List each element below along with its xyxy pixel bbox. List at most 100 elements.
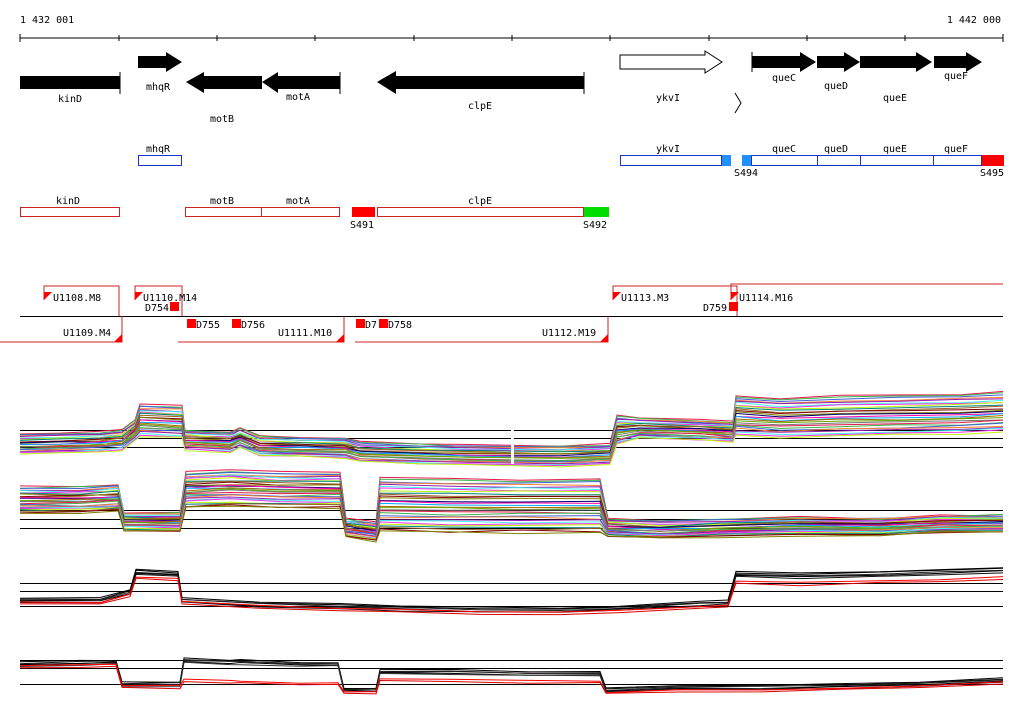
site-label-S492: S492 (583, 220, 607, 231)
downshift-marker-D757[interactable] (356, 319, 365, 328)
operon-track: mhqR ykvI S494 S495 queC queD queE queF (138, 144, 1004, 179)
gene-queD[interactable]: queD (817, 52, 860, 92)
downshift-label-D758: D758 (388, 320, 412, 331)
downshift-marker-D759[interactable] (729, 302, 738, 311)
gene-label-motA: motA (286, 92, 310, 103)
profile-panel-1-lines (19, 390, 1004, 468)
tu-label-clpE: clpE (468, 196, 492, 207)
gene-queE[interactable]: queE (860, 52, 932, 104)
gene-label-kinD: kinD (58, 94, 82, 105)
segment-U1113[interactable]: U1113.M3 (621, 293, 669, 304)
profile-panel-4 (19, 657, 1004, 695)
profile-panel-2-lines (19, 469, 1004, 543)
profile-panel-1 (19, 390, 1004, 468)
profile-line (19, 422, 1004, 462)
gene-label-queE: queE (883, 93, 907, 104)
gene-label-mhqR: mhqR (146, 82, 171, 93)
tu-label-motA: motA (286, 196, 310, 207)
operon-ykvI[interactable] (620, 155, 722, 166)
profile-line (19, 659, 1004, 691)
tu-motB[interactable] (185, 207, 262, 217)
downshift-label-D756: D756 (241, 320, 265, 331)
profile-line (19, 404, 1004, 453)
profile-line (19, 431, 1004, 468)
gene-motA[interactable]: motA (262, 72, 341, 103)
tu-label-motB: motB (210, 196, 234, 207)
expression-profiles (19, 390, 1004, 695)
site-marker-S495[interactable] (982, 155, 1004, 166)
gene-label-motB: motB (210, 114, 234, 125)
downshift-marker-D755[interactable] (187, 319, 196, 328)
profile-line (19, 415, 1004, 459)
gene-queC[interactable]: queC (751, 52, 816, 84)
operon-label-ykvI: ykvI (656, 144, 680, 155)
profile-line (20, 567, 1004, 610)
profile-panel-3 (19, 567, 1004, 616)
segment-U1110[interactable]: U1110.M14 (143, 293, 197, 304)
coordinate-ruler: 1 432 001 1 442 000 (19, 15, 1004, 42)
gene-label-queF: queF (944, 71, 968, 82)
profile-line (19, 659, 1004, 690)
gene-mhqR[interactable]: mhqR (138, 52, 182, 93)
profile-line (19, 405, 1004, 455)
gene-label-ykvI: ykvI (656, 93, 680, 104)
operon-label-mhqR: mhqR (146, 144, 171, 155)
profile-panel-2 (19, 469, 1004, 543)
profile-line (19, 665, 1004, 695)
site-marker-ykvI[interactable] (722, 155, 731, 166)
small-gene-marker (734, 92, 742, 114)
profile-line (19, 576, 1004, 613)
site-label-S491: S491 (350, 220, 374, 231)
downshift-label-D759: D759 (703, 303, 727, 314)
profile-line (19, 567, 1004, 609)
profile-line (19, 427, 1004, 465)
site-label-S494: S494 (734, 168, 758, 179)
segment-U1114[interactable]: U1114.M16 (739, 293, 793, 304)
profile-panel-4-lines (19, 657, 1004, 695)
segment-track: U1108.M8 U1110.M14 U1113.M3 U1114.M16 U1… (0, 283, 1003, 343)
segment-U1109[interactable]: U1109.M4 (63, 328, 111, 339)
tu-clpE[interactable] (377, 207, 584, 217)
profile-line (19, 417, 1004, 459)
end-coordinate: 1 442 000 (947, 15, 1001, 26)
gene-label-clpE: clpE (468, 101, 492, 112)
tu-label-kinD: kinD (56, 196, 80, 207)
transcription-unit-track: kinD motB motA S491 clpE S492 (20, 196, 609, 231)
site-marker-S491[interactable] (352, 207, 375, 217)
operon-que[interactable] (751, 155, 982, 166)
start-coordinate: 1 432 001 (20, 15, 74, 26)
profile-line (19, 663, 1004, 694)
segment-U1112[interactable]: U1112.M19 (542, 328, 596, 339)
gene-clpE[interactable]: clpE (377, 71, 585, 112)
tu-kinD[interactable] (20, 207, 120, 217)
gene-ykvI[interactable]: ykvI (619, 50, 723, 104)
site-label-S495: S495 (980, 168, 1004, 179)
gene-queF[interactable]: queF (934, 52, 982, 82)
operon-label-queC: queC (772, 144, 796, 155)
gene-track: kinD mhqR motB motA clpE ykvI queC (20, 50, 982, 125)
operon-label-queE: queE (883, 144, 907, 155)
profile-line (19, 569, 1004, 612)
gene-motB[interactable]: motB (186, 72, 262, 125)
downshift-label-D754: D754 (145, 303, 169, 314)
operon-label-queD: queD (824, 144, 848, 155)
gene-kinD[interactable]: kinD (20, 72, 121, 105)
segment-U1108[interactable]: U1108.M8 (53, 293, 101, 304)
downshift-label-D757: D7 (365, 320, 377, 331)
site-marker-S494[interactable] (742, 155, 751, 166)
operon-label-queF: queF (944, 144, 968, 155)
profile-line (19, 425, 1004, 464)
profile-panel-3-lines (19, 567, 1004, 616)
downshift-label-D755: D755 (196, 320, 220, 331)
profile-line (20, 577, 1004, 616)
downshift-marker-D754[interactable] (170, 302, 179, 311)
downshift-marker-D756[interactable] (232, 319, 241, 328)
site-marker-S492[interactable] (584, 207, 609, 217)
gene-label-queD: queD (824, 81, 848, 92)
downshift-marker-D758[interactable] (379, 319, 388, 328)
operon-mhqR[interactable] (138, 155, 182, 166)
tu-motA[interactable] (261, 207, 340, 217)
segment-U1111[interactable]: U1111.M10 (278, 328, 332, 339)
profile-line (19, 505, 1003, 543)
